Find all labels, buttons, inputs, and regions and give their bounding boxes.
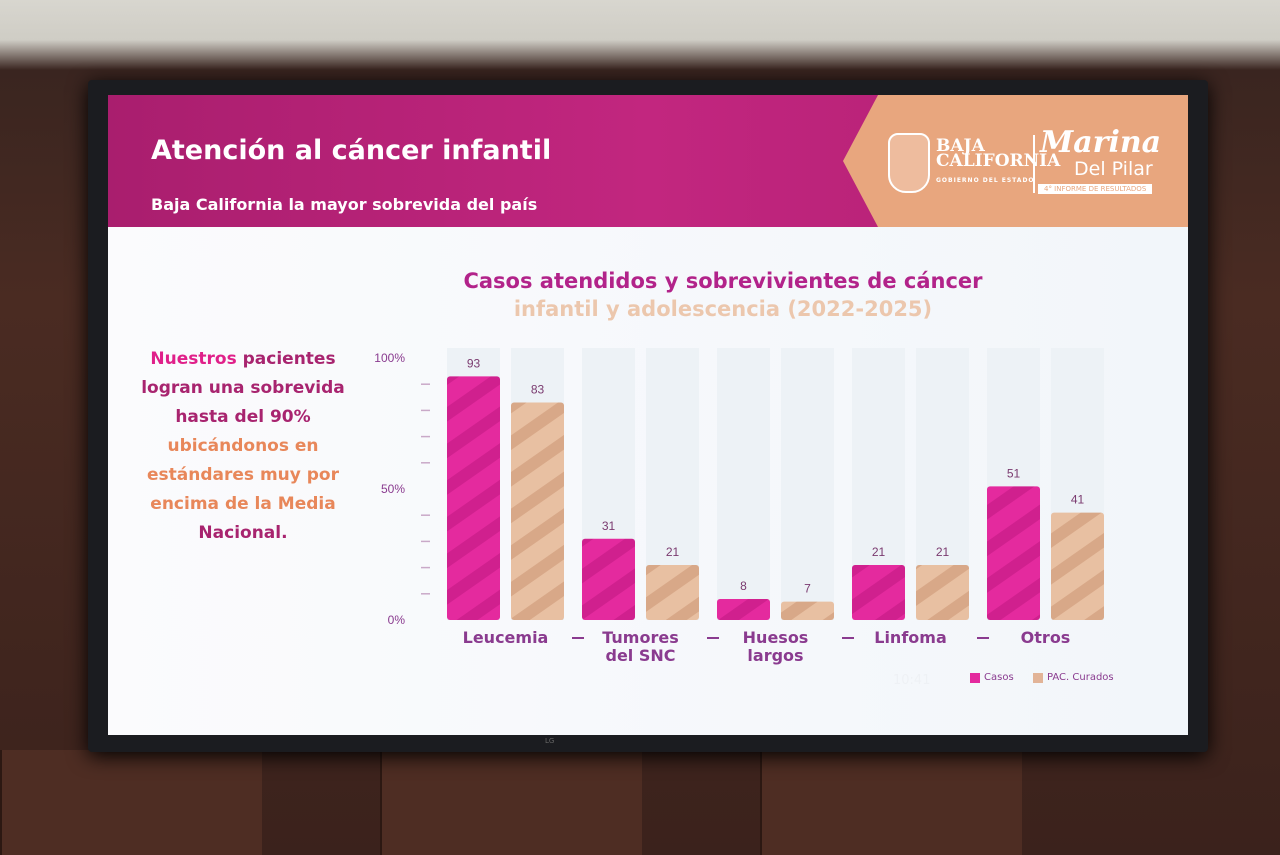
- chart-title: Casos atendidos y sobrevivientes de cánc…: [408, 267, 1038, 323]
- slide-subtitle: Baja California la mayor sobrevida del p…: [151, 195, 538, 214]
- data-label: 51: [1007, 466, 1021, 480]
- data-label: 21: [936, 545, 950, 559]
- bar-curados: [1051, 512, 1104, 620]
- legend-curados: PAC. Curados: [1033, 672, 1114, 683]
- category-label: Huesos: [743, 628, 809, 647]
- bar-curados: [916, 564, 969, 620]
- chart-title-line1: Casos atendidos y sobrevivientes de cánc…: [463, 269, 983, 293]
- category-label: Linfoma: [874, 628, 947, 647]
- bar-curados: [511, 402, 564, 620]
- y-tick-label: 0%: [388, 613, 406, 627]
- bar-casos: [717, 599, 770, 620]
- text: Nacional.: [198, 523, 288, 543]
- wall: [380, 750, 642, 855]
- slide-title: Atención al cáncer infantil: [151, 135, 552, 166]
- shield-icon: [888, 133, 930, 193]
- category-label: Tumores: [602, 628, 678, 647]
- informe-badge: 4° INFORME DE RESULTADOS: [1038, 184, 1153, 194]
- legend-swatch: [970, 672, 980, 683]
- legend-casos: Casos: [970, 672, 1014, 683]
- category-label: largos: [747, 646, 803, 665]
- text: ubicándonos en estándares muy por encima…: [147, 436, 339, 514]
- logo-text: BAJA: [936, 135, 985, 156]
- y-tick-label: 50%: [381, 482, 405, 496]
- data-label: 21: [872, 545, 886, 559]
- bar-casos: [852, 564, 905, 620]
- highlight: Nuestros: [150, 349, 237, 369]
- legend-label: Casos: [984, 672, 1014, 683]
- data-label: 21: [666, 545, 680, 559]
- data-label: 8: [740, 579, 747, 593]
- tv-brand-logo: LG: [545, 737, 555, 745]
- logo-subtext: GOBIERNO DEL ESTADO: [936, 176, 1035, 184]
- slide-header: Atención al cáncer infantil Baja Califor…: [108, 95, 1188, 227]
- bar-background: [781, 348, 834, 620]
- logo-text: CALIFORNIA: [936, 150, 1061, 171]
- wall: [760, 750, 1022, 855]
- survival-statement: Nuestros pacientes logran una sobrevida …: [128, 345, 358, 548]
- del-pilar-logo: Del Pilar: [1074, 158, 1153, 180]
- data-label: 31: [602, 519, 616, 533]
- legend-swatch: [1033, 672, 1043, 683]
- baja-california-logo: BAJA CALIFORNIA GOBIERNO DEL ESTADO: [888, 133, 1060, 193]
- data-label: 83: [531, 383, 545, 397]
- chart-title-line2: infantil y adolescencia (2022-2025): [513, 297, 933, 321]
- bar-curados: [781, 601, 834, 620]
- divider: [1033, 135, 1035, 193]
- slide: Atención al cáncer infantil Baja Califor…: [108, 95, 1188, 735]
- y-tick-label: 100%: [374, 351, 405, 365]
- logo-banner: [843, 95, 1188, 227]
- data-label: 7: [804, 582, 811, 596]
- bar-curados: [646, 564, 699, 620]
- wall: [0, 750, 262, 855]
- category-label: Leucemia: [463, 628, 549, 647]
- data-label: 41: [1071, 493, 1085, 507]
- category-label: Otros: [1021, 628, 1071, 647]
- marina-logo: Marina: [1040, 125, 1162, 160]
- text: pacientes logran una sobrevida hasta del…: [141, 349, 345, 427]
- category-label: del SNC: [605, 646, 675, 665]
- data-label: 93: [467, 356, 481, 370]
- bar-casos: [987, 486, 1040, 620]
- bar-casos: [447, 376, 500, 620]
- legend-label: PAC. Curados: [1047, 672, 1114, 683]
- bar-casos: [582, 538, 635, 620]
- clock: 10:41: [893, 673, 931, 688]
- bar-background: [717, 348, 770, 620]
